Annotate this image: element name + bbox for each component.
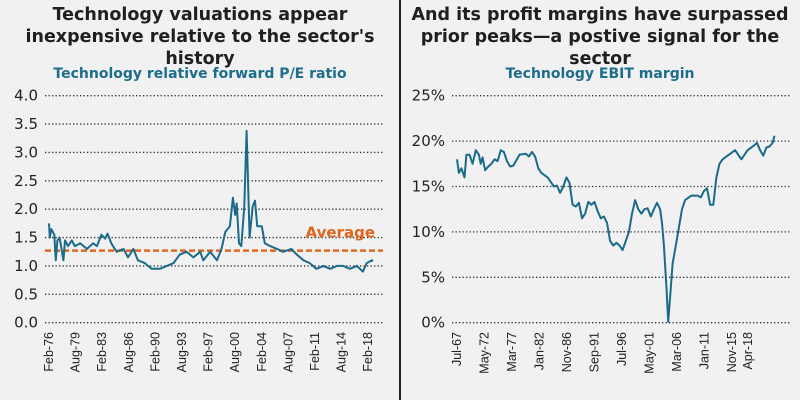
right-chart-subtitle: Technology EBIT margin [505,66,695,82]
ebit-y-tick-label: 0% [421,314,445,332]
pe-y-tick-label: 4.0 [14,87,38,105]
pe-x-tick-label: Feb-76 [42,332,56,372]
ebit-y-tick-label: 10% [412,223,445,241]
pe-y-tick-label: 3.5 [14,115,38,133]
ebit-x-tick-label: Apr-18 [741,332,755,370]
ebit-y-tick-label: 5% [421,268,445,286]
pe-x-tick-label: Aug-93 [175,332,189,372]
pe-x-tick-label: Feb-97 [202,332,216,372]
pe-x-tick-label: Feb-04 [255,332,269,372]
panel-divider [399,0,401,400]
ebit-x-tick-label: May-01 [643,332,657,374]
pe-y-tick-label: 2.5 [14,172,38,190]
pe-x-tick-label: Feb-83 [95,332,109,372]
pe-y-tick-label: 3.0 [14,143,38,161]
pe-x-tick-label: Aug-14 [335,332,349,372]
pe-y-tick-label: 2.0 [14,200,38,218]
ebit-x-tick-label: Jul-96 [615,332,629,366]
ebit-x-tick-label: Mar-06 [670,332,684,372]
ebit-x-tick-label: Mar-77 [505,332,519,372]
left-chart-subtitle: Technology relative forward P/E ratio [53,66,347,82]
pe-x-tick-label: Aug-86 [122,332,136,372]
pe-x-tick-label: Feb-90 [148,332,162,372]
left-chart-title: Technology valuations appear inexpensive… [25,5,375,69]
ebit-y-tick-label: 15% [412,178,445,196]
ebit-x-tick-label: Nov-86 [560,332,574,372]
ebit-x-tick-label: May-72 [478,332,492,374]
ebit-y-tick-label: 25% [412,87,445,105]
pe-x-tick-label: Feb-18 [361,332,375,372]
pe-series-line [48,129,374,273]
pe-x-tick-label: Aug-07 [281,332,295,372]
ebit-x-tick-label: Jan-11 [698,332,712,369]
ebit-x-tick-label: Jul-67 [450,332,464,366]
ebit-x-tick-label: Jan-82 [533,332,547,370]
pe-y-tick-label: 0.5 [14,285,38,303]
ebit-series-line [456,135,776,323]
average-label: Average [306,224,375,242]
ebit-y-tick-label: 20% [412,132,445,150]
pe-x-tick-label: Feb-11 [308,332,322,371]
pe-x-tick-label: Aug-00 [228,332,242,372]
pe-x-tick-label: Aug-79 [69,332,83,372]
right-chart-title: And its profit margins have surpassed pr… [411,5,789,69]
pe-y-tick-label: 0.0 [14,314,38,332]
ebit-x-tick-label: Sep-91 [588,332,602,372]
pe-y-tick-label: 1.0 [14,257,38,275]
ebit-x-tick-label: Nov-15 [725,332,739,372]
pe-y-tick-label: 1.5 [14,229,38,247]
